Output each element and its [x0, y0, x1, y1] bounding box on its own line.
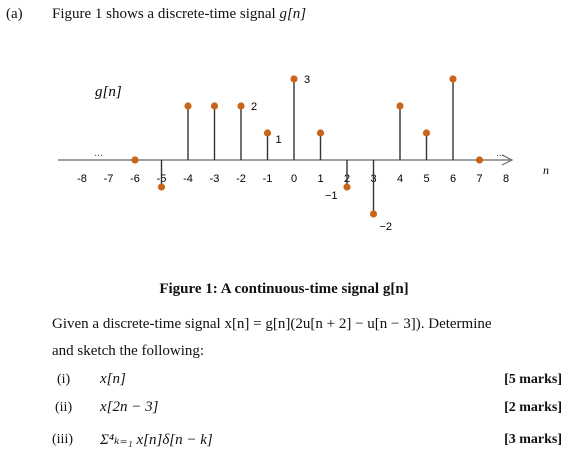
intro-signal: g[n] — [279, 6, 307, 22]
stem-point — [184, 102, 192, 110]
x-axis-symbol: n — [543, 163, 549, 177]
x-axis-arrow — [501, 154, 514, 166]
stem-point — [475, 156, 484, 164]
tick-label: 7 — [476, 173, 482, 185]
question-label: (a) — [6, 6, 23, 22]
part-1-marks: [5 marks] — [504, 372, 562, 387]
tick-label: 5 — [423, 173, 429, 185]
part-2-number: (ii) — [55, 400, 73, 415]
intro-text-main: Figure 1 shows a discrete-time signal — [52, 6, 276, 22]
part-1-expression: x[n] — [100, 371, 126, 387]
stem-point — [422, 129, 431, 137]
annotation-1: 1 — [276, 134, 282, 146]
stem-point — [210, 102, 219, 110]
tick-label: -4 — [183, 173, 193, 185]
tick-label: 4 — [397, 173, 403, 185]
y-axis-label: g[n] — [95, 84, 122, 100]
tick-label: 1 — [317, 173, 323, 185]
tick-label: -7 — [104, 173, 114, 185]
annotation-neg1: −1 — [325, 190, 338, 202]
stem-point — [369, 210, 378, 218]
tick-label: 0 — [291, 173, 297, 185]
part-2-marks: [2 marks] — [504, 400, 562, 415]
stem-point — [157, 183, 166, 191]
stem-point — [396, 102, 404, 110]
tick-label: -6 — [130, 173, 140, 185]
tick-label: 8 — [503, 173, 509, 185]
stem-point — [449, 75, 457, 83]
left-ellipsis: ... — [94, 147, 103, 159]
tick-label: 6 — [450, 173, 456, 185]
tick-label: -2 — [236, 173, 246, 185]
part-3-expression: Σ⁴ₖ₌₁ x[n]δ[n − k] — [100, 432, 213, 448]
tick-label: -8 — [77, 173, 87, 185]
stem-point — [343, 183, 351, 191]
given-statement-2: and sketch the following: — [52, 343, 205, 359]
stem-point — [316, 129, 325, 137]
right-ellipsis: ... — [496, 147, 505, 159]
stem-point — [263, 129, 272, 137]
stem-point — [290, 75, 298, 83]
part-3-number: (iii) — [52, 432, 73, 447]
intro-text: Figure 1 shows a discrete-time signal g[… — [52, 6, 306, 23]
annotation-3: 3 — [304, 74, 310, 86]
annotation-2: 2 — [251, 101, 257, 113]
annotation-neg2: −2 — [380, 221, 393, 233]
stem-point — [131, 156, 139, 164]
part-1-number: (i) — [57, 372, 71, 387]
stem-plot: ng[n]......-8-7-6-5-4-3-2-1012345678213−… — [58, 74, 549, 233]
stem-point — [237, 102, 245, 110]
given-statement: Given a discrete-time signal x[n] = g[n]… — [52, 316, 492, 332]
part-3-marks: [3 marks] — [504, 432, 562, 447]
tick-label: -3 — [210, 173, 220, 185]
figure-caption: Figure 1: A continuous-time signal g[n] — [159, 281, 409, 297]
part-2-expression: x[2n − 3] — [100, 399, 159, 415]
tick-label: -1 — [263, 173, 273, 185]
